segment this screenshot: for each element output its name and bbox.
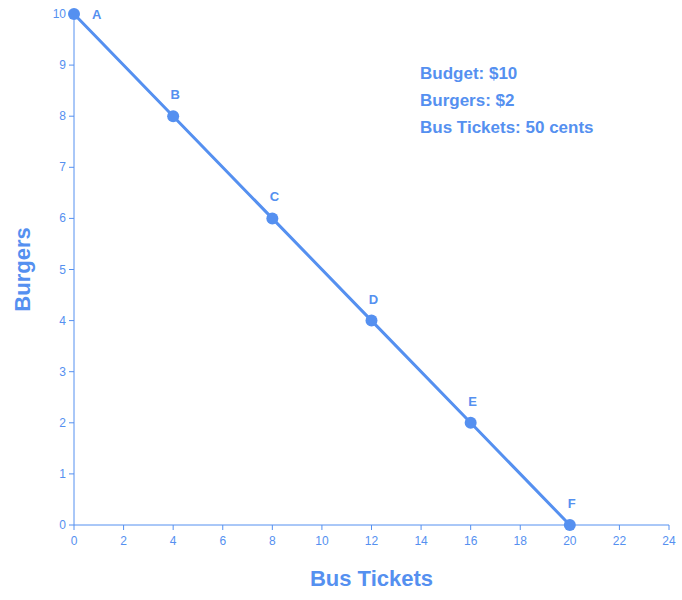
y-tick-label: 2: [59, 416, 66, 430]
x-tick-label: 16: [464, 534, 478, 548]
x-tick-label: 10: [315, 534, 329, 548]
y-tick: [69, 116, 74, 117]
annotation: Burgers: $2: [420, 91, 514, 110]
point: [465, 417, 477, 429]
x-tick-label: 18: [514, 534, 528, 548]
y-tick-label: 1: [59, 467, 66, 481]
point: [564, 519, 576, 531]
x-tick: [123, 525, 124, 530]
point-label: C: [270, 189, 280, 204]
x-tick-label: 4: [170, 534, 177, 548]
y-tick-label: 7: [59, 160, 66, 174]
budget-line: [74, 14, 570, 525]
x-tick-label: 12: [365, 534, 379, 548]
y-tick: [69, 371, 74, 372]
y-tick: [69, 269, 74, 270]
point: [366, 315, 378, 327]
y-tick: [69, 525, 74, 526]
x-tick-label: 2: [120, 534, 127, 548]
x-tick-label: 20: [563, 534, 577, 548]
y-tick-label: 9: [59, 58, 66, 72]
y-tick: [69, 65, 74, 66]
x-tick: [272, 525, 273, 530]
point-label: F: [568, 496, 576, 511]
x-tick: [74, 525, 75, 530]
point-label: D: [369, 292, 378, 307]
chart-svg: 024681012141618202224012345678910ABCDEFB…: [0, 0, 682, 600]
x-tick-label: 6: [219, 534, 226, 548]
y-tick-label: 8: [59, 109, 66, 123]
x-tick: [222, 525, 223, 530]
y-tick: [69, 167, 74, 168]
y-tick: [69, 422, 74, 423]
point-label: E: [468, 394, 477, 409]
annotation: Bus Tickets: 50 cents: [420, 118, 594, 137]
point: [68, 8, 80, 20]
y-axis-title: Burgers: [10, 227, 35, 311]
y-tick: [69, 473, 74, 474]
x-tick-label: 0: [71, 534, 78, 548]
y-tick: [69, 320, 74, 321]
y-tick: [69, 218, 74, 219]
x-tick-label: 8: [269, 534, 276, 548]
y-tick-label: 3: [59, 365, 66, 379]
point: [167, 110, 179, 122]
x-axis-title: Bus Tickets: [310, 566, 433, 591]
x-tick: [470, 525, 471, 530]
x-tick: [371, 525, 372, 530]
x-tick: [421, 525, 422, 530]
x-tick: [321, 525, 322, 530]
y-tick-label: 6: [59, 211, 66, 225]
x-tick: [669, 525, 670, 530]
x-tick: [520, 525, 521, 530]
y-tick-label: 5: [59, 263, 66, 277]
point-label: A: [92, 7, 102, 22]
chart-container: 024681012141618202224012345678910ABCDEFB…: [0, 0, 682, 600]
x-tick: [619, 525, 620, 530]
x-tick: [173, 525, 174, 530]
x-tick-label: 14: [414, 534, 428, 548]
y-tick-label: 10: [53, 7, 67, 21]
point-label: B: [170, 87, 179, 102]
point: [266, 212, 278, 224]
plot-area: [68, 8, 576, 531]
x-tick-label: 22: [613, 534, 627, 548]
annotation: Budget: $10: [420, 64, 517, 83]
y-tick-label: 4: [59, 314, 66, 328]
x-tick-label: 24: [662, 534, 676, 548]
y-tick-label: 0: [59, 518, 66, 532]
